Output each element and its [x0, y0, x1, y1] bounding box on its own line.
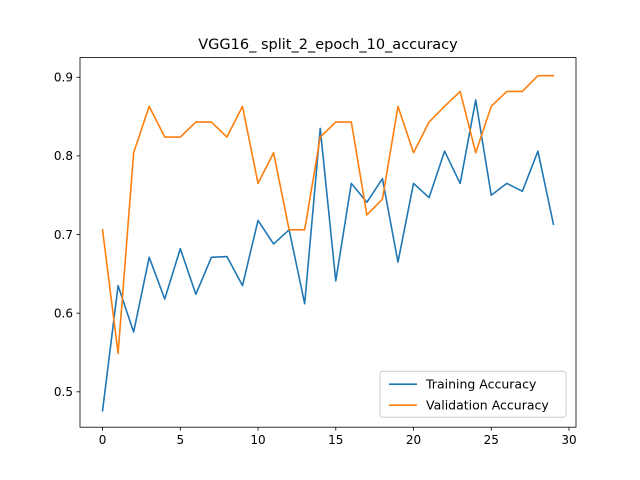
axes-frame	[79, 57, 577, 428]
x-tick-label: 5	[176, 433, 184, 447]
legend-label: Training Accuracy	[425, 377, 537, 392]
series-line-validation	[101, 74, 555, 355]
y-tick-label: 0.7	[54, 228, 73, 242]
x-tick-label: 10	[250, 433, 265, 447]
legend-label: Validation Accuracy	[426, 398, 549, 413]
chart-title: VGG16_ split_2_epoch_10_accuracy	[198, 37, 458, 53]
y-tick-label: 0.5	[54, 385, 73, 399]
legend: Training Accuracy Validation Accuracy	[379, 370, 567, 418]
plot-lines	[101, 74, 555, 412]
y-tick-label: 0.6	[54, 306, 73, 320]
x-tick-label: 0	[99, 433, 107, 447]
y-tick-label: 0.9	[54, 71, 73, 85]
y-tick-label: 0.8	[54, 149, 73, 163]
legend-box	[379, 370, 567, 418]
x-tick-label: 15	[328, 433, 343, 447]
x-tick-label: 30	[561, 433, 576, 447]
axes: 0 5 10 15 20 25 30 0.5 0.6 0.7 0.8 0.9	[54, 57, 577, 447]
series-line-training	[101, 99, 555, 412]
x-tick-label: 20	[406, 433, 421, 447]
x-tick-label: 25	[484, 433, 499, 447]
